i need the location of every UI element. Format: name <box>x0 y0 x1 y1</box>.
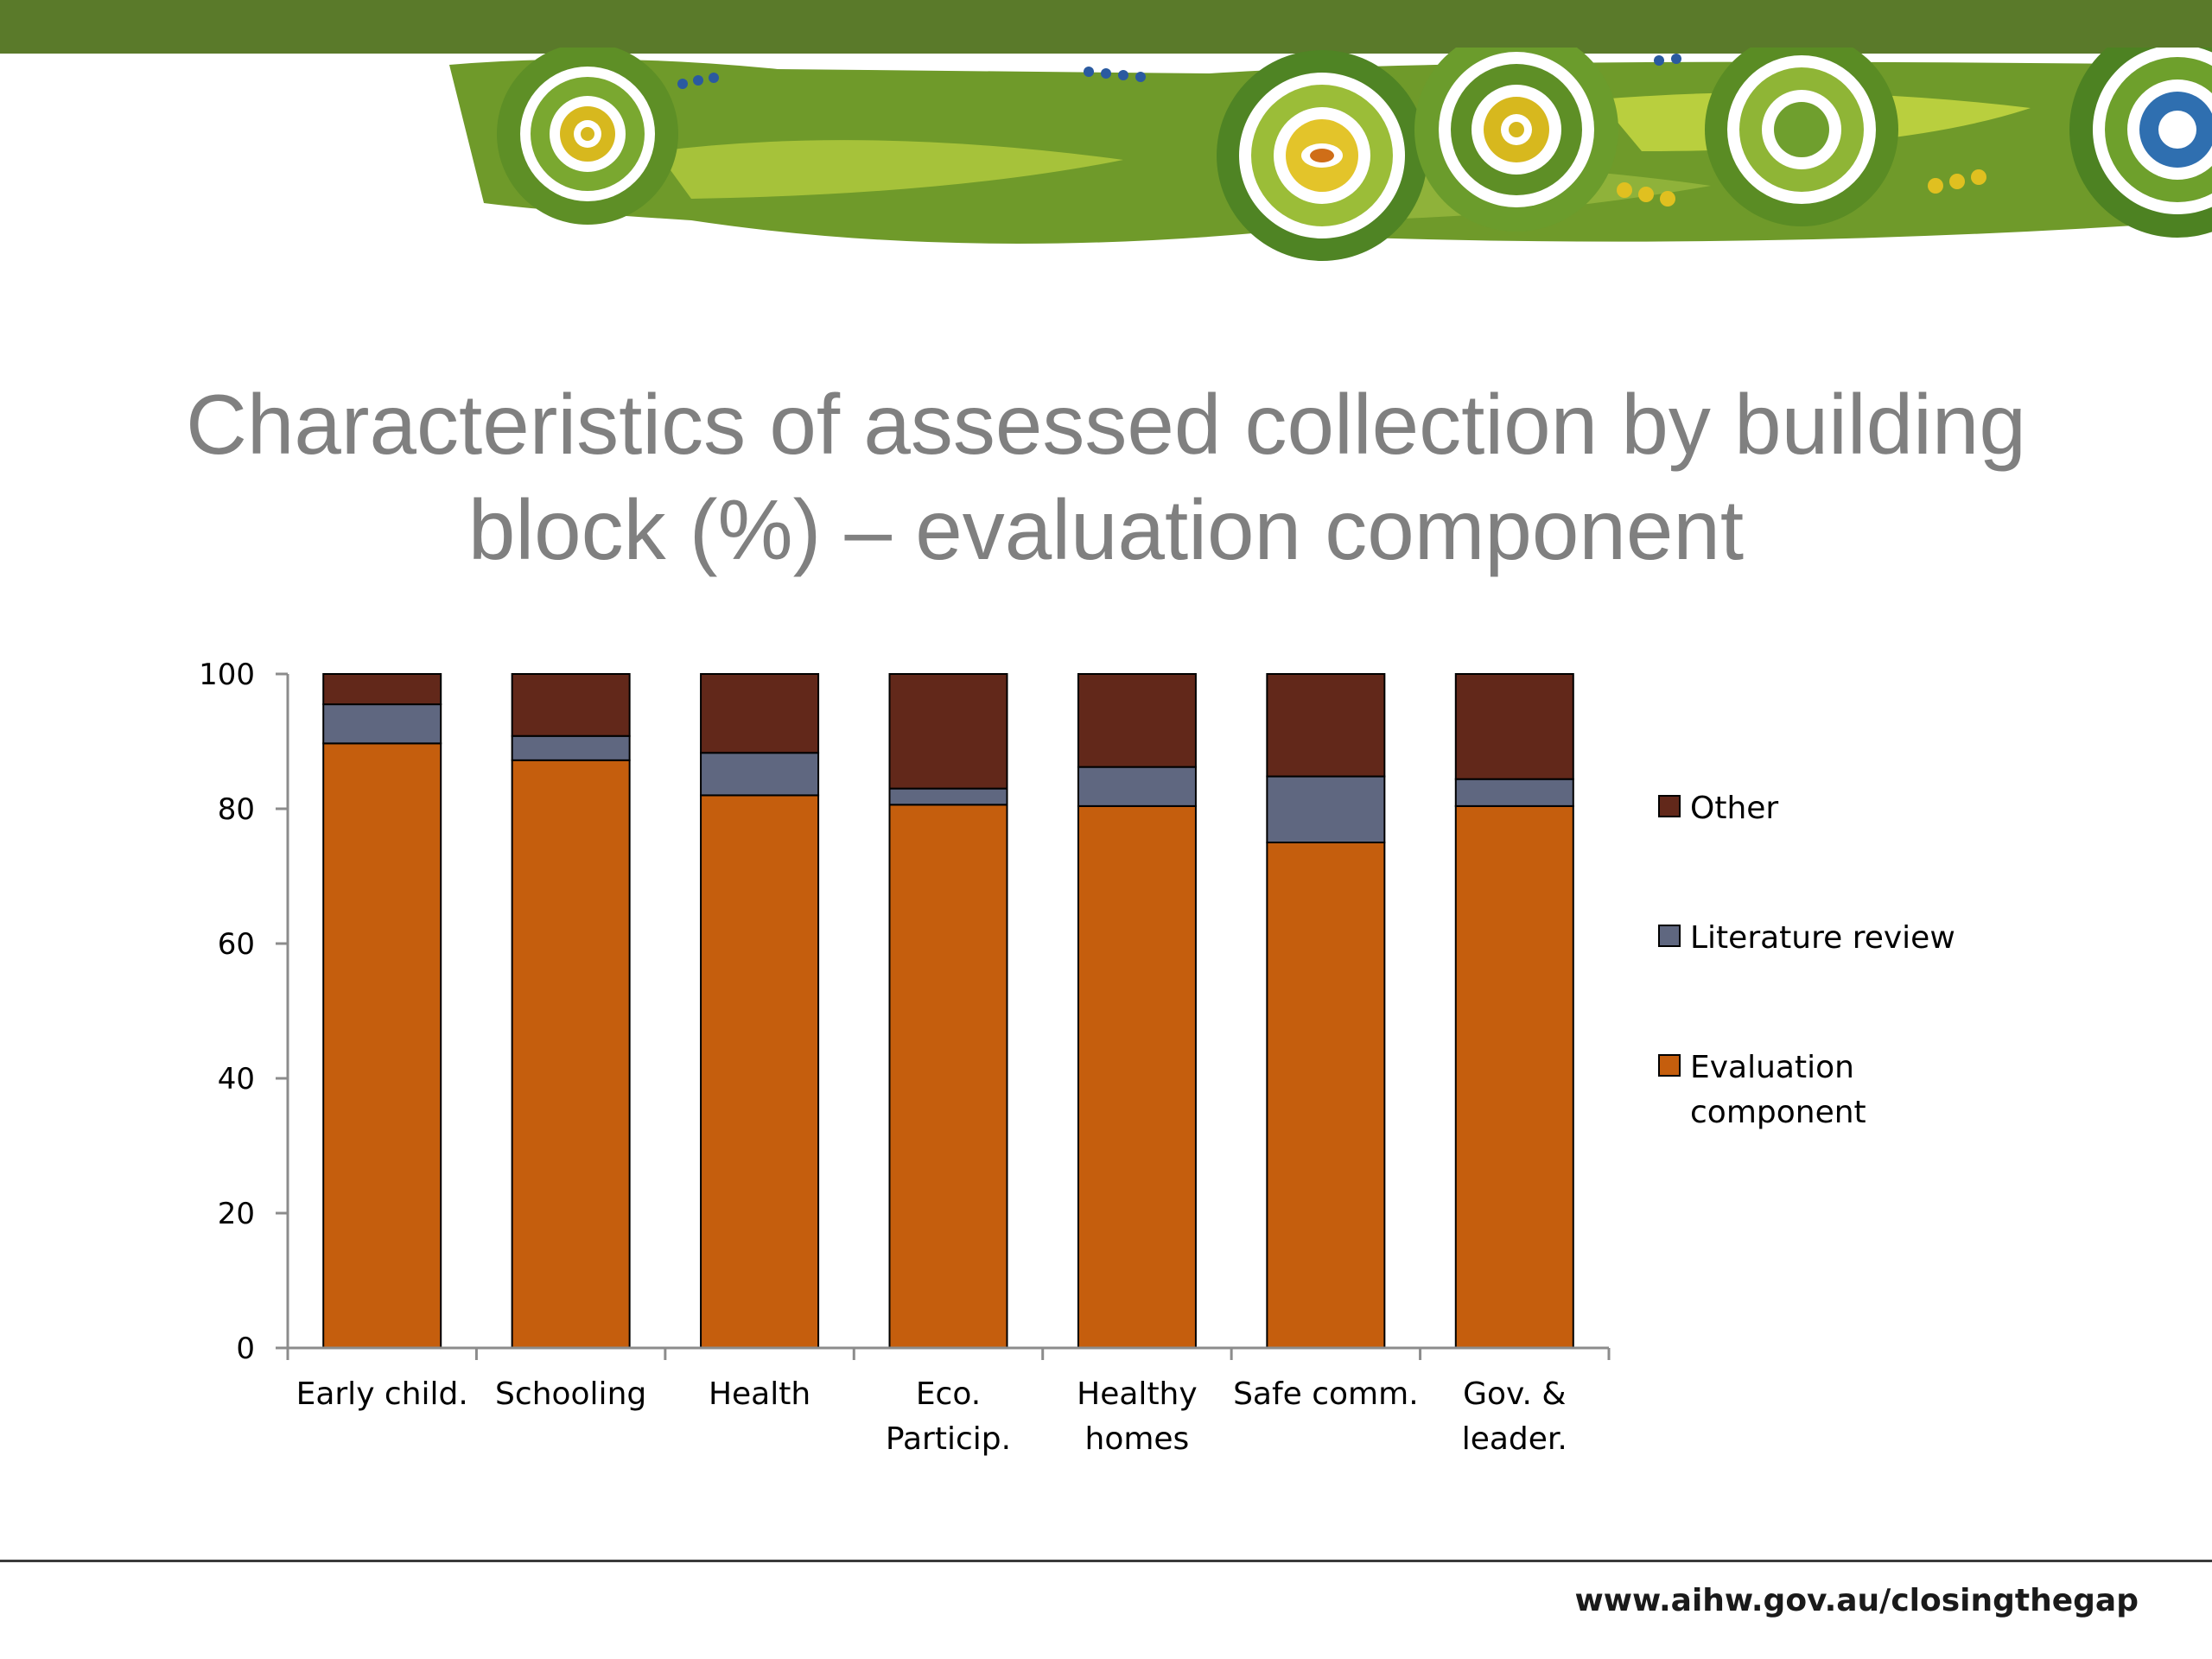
bar-segment-evaluation-component-7 <box>1454 804 1574 1349</box>
plot-area: 0 20 40 60 80 100 Early child. Schooling Health E… <box>199 658 1611 1457</box>
slide-title-line-2: block (%) – evaluation component <box>467 482 1745 577</box>
legend-swatch-evaluation-component <box>1658 1054 1681 1077</box>
y-tick-label: 20 <box>218 1197 255 1231</box>
footer-website-link[interactable]: www.aihw.gov.au/closingthegap <box>1574 1583 2139 1618</box>
bar-segment-other-4 <box>888 673 1008 790</box>
x-category-label: Early child. <box>296 1376 468 1412</box>
y-tick-label: 60 <box>218 927 255 962</box>
y-tick-label: 0 <box>236 1332 255 1366</box>
y-tick-label: 40 <box>218 1062 255 1096</box>
decorative-banner-artwork <box>449 48 2212 261</box>
x-category-label: Healthy homes <box>1077 1376 1198 1457</box>
legend-swatch-other <box>1658 795 1681 817</box>
bar-segment-evaluation-component-1 <box>322 742 442 1349</box>
bar-segment-literature-review-3 <box>700 752 820 797</box>
bar-segment-literature-review-1 <box>322 703 442 745</box>
slide-title-line-1: Characteristics of assessed collection b… <box>186 377 2026 472</box>
x-category-label: Eco. Particip. <box>886 1376 1011 1457</box>
footer-divider <box>0 1560 2212 1562</box>
bar-segment-literature-review-6 <box>1266 775 1386 843</box>
bar-segment-evaluation-component-3 <box>700 794 820 1349</box>
y-tick-label: 100 <box>199 658 255 692</box>
bar-segment-literature-review-7 <box>1454 778 1574 807</box>
bar-segment-evaluation-component-2 <box>511 759 631 1349</box>
legend-swatch-literature-review <box>1658 925 1681 947</box>
bar-segment-literature-review-4 <box>888 787 1008 806</box>
legend-label-literature-review: Literature review <box>1690 920 1955 956</box>
x-category-label: Safe comm. <box>1233 1376 1419 1412</box>
bar-segment-literature-review-2 <box>511 734 631 761</box>
top-banner-bar <box>0 0 2212 54</box>
chart-legend: Other Literature review Evaluation componen… <box>1658 791 1955 1130</box>
bar-segment-other-6 <box>1266 673 1386 778</box>
x-category-label: Schooling <box>495 1376 646 1412</box>
bar-segment-other-2 <box>511 673 631 737</box>
stacked-bar-chart: 0 20 40 60 80 100 Early child. Schooling Health E… <box>199 658 1955 1457</box>
y-tick-label: 80 <box>218 792 255 827</box>
legend-label-other: Other <box>1690 791 1778 826</box>
legend-label-evaluation-component: Evaluation component <box>1690 1050 1866 1130</box>
bar-segment-other-3 <box>700 673 820 754</box>
bar-segment-literature-review-5 <box>1077 766 1197 807</box>
bar-segment-other-5 <box>1077 673 1197 768</box>
x-category-label: Health <box>709 1376 810 1412</box>
slide-title: Characteristics of assessed collection b… <box>86 372 2126 582</box>
bar-segment-other-7 <box>1454 673 1574 780</box>
bar-segment-evaluation-component-5 <box>1077 804 1197 1349</box>
bar-segment-evaluation-component-6 <box>1266 842 1386 1349</box>
bar-segment-evaluation-component-4 <box>888 804 1008 1349</box>
x-category-label: Gov. & leader. <box>1462 1376 1567 1457</box>
bar-segment-other-1 <box>322 673 442 706</box>
